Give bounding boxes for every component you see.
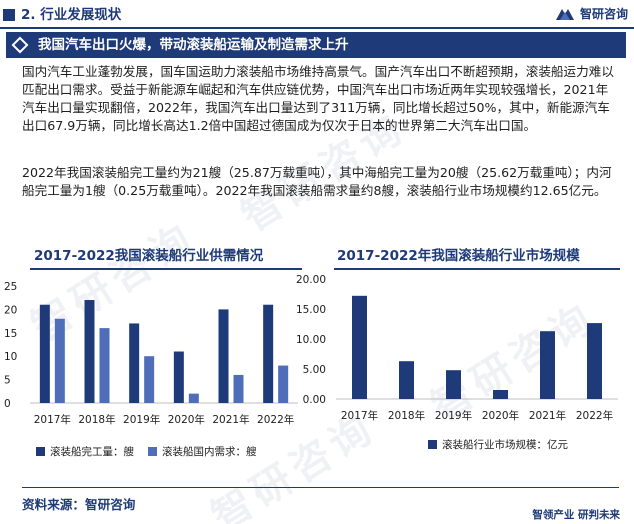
bar-secondary <box>54 318 65 403</box>
logo-icon <box>555 8 574 20</box>
header-divider <box>0 27 634 29</box>
y-tick-label: 25 <box>4 281 17 293</box>
bar-secondary <box>144 356 155 403</box>
bar-primary <box>587 323 602 399</box>
bar-primary <box>352 295 367 399</box>
bar-primary <box>493 390 508 399</box>
bar-primary <box>173 351 184 403</box>
x-tick-label: 2021年 <box>212 413 249 426</box>
body-paragraph-1: 国内汽车工业蓬勃发展，国车国运助力滚装船市场维持高景气。国产汽车出口不断超预期，… <box>22 64 614 133</box>
y-tick-label: 0 <box>4 398 11 410</box>
legend-swatch <box>36 447 45 456</box>
footer-slogan: 智领产业 研判未来 <box>532 509 620 521</box>
section-banner: 我国汽车出口火爆，带动滚装船运输及制造需求上升 <box>6 32 626 58</box>
market-size-legend: 滚装船行业市场规模：亿元 <box>428 437 582 452</box>
y-tick-label: 10 <box>4 351 17 363</box>
market-size-bar-chart: 0.00 5.00 10.00 15.00 20.00 2017年 2018年 2019年 20… <box>296 274 618 422</box>
y-tick-label: 10.00 <box>296 334 326 346</box>
bar-primary <box>263 304 274 403</box>
bar-secondary <box>188 393 199 403</box>
body-paragraph-2: 2022年我国滚装船完工量约为21艘（25.87万载重吨），其中海船完工量为20… <box>22 165 612 198</box>
section-marker <box>3 9 15 21</box>
legend-swatch <box>148 447 157 456</box>
bar-primary <box>218 309 229 403</box>
x-tick-label: 2020年 <box>482 409 519 422</box>
x-tick-label: 2017年 <box>341 409 378 422</box>
bar-secondary <box>99 328 110 403</box>
data-source: 资料来源：智研咨询 <box>22 497 136 512</box>
legend-label: 滚装船完工量：艘 <box>50 446 134 458</box>
page-header: 2. 行业发展现状 智研咨询 <box>0 0 634 30</box>
y-tick-label: 0.00 <box>303 394 326 406</box>
bar-primary <box>39 304 50 403</box>
x-tick-label: 2022年 <box>257 413 294 426</box>
legend-item-market-size: 滚装船行业市场规模：亿元 <box>428 437 568 452</box>
y-tick-label: 20.00 <box>296 274 326 286</box>
diamond-icon <box>11 36 29 54</box>
legend-label: 滚装船行业市场规模：亿元 <box>442 439 568 451</box>
bar-primary <box>540 331 555 399</box>
bar-secondary <box>233 374 244 403</box>
footer-divider <box>22 487 619 488</box>
x-tick-label: 2019年 <box>123 413 160 426</box>
bar-primary <box>129 323 140 403</box>
x-tick-label: 2018年 <box>388 409 425 422</box>
x-tick-label: 2022年 <box>576 409 613 422</box>
bar-primary <box>84 300 95 403</box>
y-tick-label: 5.00 <box>303 364 326 376</box>
banner-title: 我国汽车出口火爆，带动滚装船运输及制造需求上升 <box>38 37 349 53</box>
x-tick-label: 2020年 <box>168 413 205 426</box>
supply-demand-legend: 滚装船完工量：艘 滚装船国内需求：艘 <box>36 444 271 459</box>
y-tick-label: 5 <box>4 375 11 387</box>
supply-demand-bar-chart: 0 5 10 15 20 25 2017年 2018年 2019年 2020年 2021年 2022年 <box>4 281 298 426</box>
x-tick-label: 2018年 <box>78 413 115 426</box>
legend-label: 滚装船国内需求：艘 <box>162 446 257 458</box>
brand-logo: 智研咨询 <box>554 5 628 23</box>
legend-item-demand: 滚装船国内需求：艘 <box>148 444 257 459</box>
x-tick-label: 2021年 <box>529 409 566 422</box>
x-tick-label: 2019年 <box>435 409 472 422</box>
y-tick-label: 20 <box>4 304 17 316</box>
bar-primary <box>399 361 414 399</box>
chart-title-underline <box>334 268 620 270</box>
section-title: 2. 行业发展现状 <box>21 7 122 23</box>
legend-swatch <box>428 440 437 449</box>
x-tick-label: 2017年 <box>34 413 71 426</box>
bar-secondary <box>278 365 289 403</box>
legend-item-completed: 滚装船完工量：艘 <box>36 444 134 459</box>
y-tick-label: 15.00 <box>296 304 326 316</box>
chart-title-underline <box>30 268 302 270</box>
bar-primary <box>446 370 461 399</box>
chart-title-supply-demand: 2017-2022我国滚装船行业供需情况 <box>34 248 264 264</box>
y-tick-label: 15 <box>4 328 17 340</box>
chart-title-market-size: 2017-2022年我国滚装船行业市场规模 <box>337 248 580 264</box>
logo-text: 智研咨询 <box>579 7 628 21</box>
